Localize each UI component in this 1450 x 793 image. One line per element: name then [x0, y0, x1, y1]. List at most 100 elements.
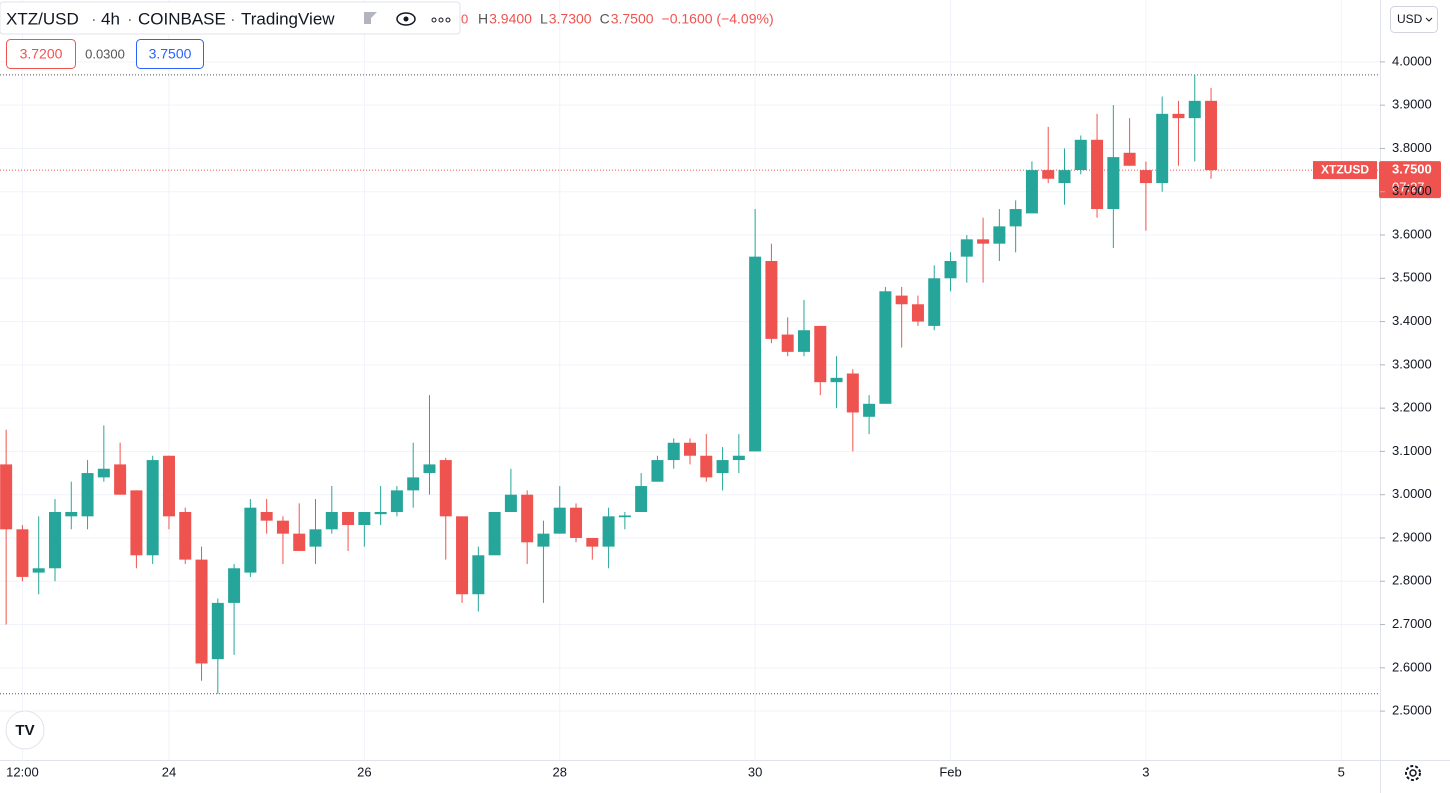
candle-body — [342, 512, 355, 525]
candle-body — [293, 533, 306, 551]
candle-body — [911, 304, 924, 322]
candle-body — [993, 226, 1006, 244]
candle-body — [358, 512, 371, 525]
bid-price[interactable]: 3.7200 — [20, 46, 63, 62]
symbol[interactable]: XTZ/USD — [6, 9, 79, 28]
y-tick-label: 3.7000 — [1392, 183, 1432, 198]
y-tick-label: 3.5000 — [1392, 270, 1432, 285]
candle-body — [765, 260, 778, 339]
price-tag-value: 3.7500 — [1392, 162, 1432, 177]
candle-body — [863, 403, 876, 417]
candle-body — [1042, 170, 1055, 179]
y-tick-label: 2.8000 — [1392, 573, 1432, 588]
currency[interactable]: USD — [1397, 12, 1423, 26]
symbol-tag-label: XTZUSD — [1321, 162, 1369, 176]
quote-value: 3.9400 — [489, 11, 532, 27]
legend-box — [0, 1, 461, 35]
candle-body — [439, 460, 452, 517]
ask-price[interactable]: 3.7500 — [149, 46, 192, 62]
x-tick-label: 24 — [162, 764, 176, 779]
candle-body — [0, 464, 13, 530]
candle-body — [879, 291, 892, 404]
candle-body — [32, 568, 45, 573]
quote-change: −0.1600 (−4.09%) — [662, 11, 774, 27]
candle-body — [684, 442, 696, 456]
quote-label: L — [540, 11, 548, 27]
sell-button[interactable] — [6, 39, 76, 69]
candle-body — [1107, 157, 1120, 210]
candle-body — [195, 559, 208, 664]
candle-body — [553, 507, 566, 534]
more-icon[interactable] — [431, 17, 451, 23]
candle-body — [1188, 100, 1201, 119]
candle-body — [488, 512, 501, 556]
candle-body — [781, 334, 794, 352]
currency-button[interactable] — [1390, 6, 1438, 33]
candle-body — [537, 533, 550, 547]
x-tick-label: Feb — [939, 764, 961, 779]
candle-body — [797, 330, 810, 352]
logo-text: TV — [15, 722, 34, 739]
candle-body — [635, 486, 648, 513]
candle-body — [895, 295, 908, 305]
eye-icon[interactable] — [396, 12, 416, 26]
flag-icon[interactable] — [364, 12, 377, 24]
candle-body — [732, 455, 745, 461]
y-tick-label: 3.4000 — [1392, 313, 1432, 328]
candle-body — [700, 455, 713, 478]
candle-body — [830, 377, 843, 383]
candle-body — [716, 460, 729, 474]
candle-body — [456, 516, 469, 595]
exchange: COINBASE — [138, 9, 226, 28]
y-tick-label: 3.1000 — [1392, 443, 1432, 458]
x-tick-label: 12:00 — [6, 764, 39, 779]
y-tick-label: 3.9000 — [1392, 97, 1432, 112]
candle-body — [325, 512, 338, 530]
candle-body — [814, 325, 827, 383]
candle-body — [423, 464, 436, 474]
candle-body — [618, 515, 631, 518]
buy-button[interactable] — [136, 39, 204, 69]
settings-icon[interactable] — [1405, 765, 1421, 781]
y-tick-label: 2.5000 — [1392, 703, 1432, 718]
candle-body — [570, 507, 583, 538]
candle-body — [130, 490, 143, 556]
candle-body — [16, 529, 29, 577]
source: TradingView — [241, 9, 335, 28]
spread: 0.0300 — [85, 46, 125, 61]
candle-body — [1009, 209, 1022, 227]
candle-body — [179, 512, 192, 560]
candle-body — [1172, 113, 1185, 119]
candle-body — [1058, 170, 1071, 184]
candle-body — [928, 278, 941, 326]
candle-body — [48, 512, 61, 569]
candle-body — [276, 520, 289, 534]
quote-label: C — [600, 11, 610, 27]
candle-body — [602, 516, 615, 547]
candle-body — [749, 256, 762, 452]
quote-label: H — [478, 11, 488, 27]
x-tick-label: 28 — [553, 764, 567, 779]
tradingview-logo[interactable]: TV — [5, 710, 45, 750]
candle-body — [1025, 170, 1038, 214]
y-tick-label: 2.7000 — [1392, 616, 1432, 631]
candle-body — [244, 507, 257, 573]
x-tick-label: 30 — [748, 764, 762, 779]
separator: · — [230, 9, 236, 28]
separator: · — [127, 9, 133, 28]
separator: · — [91, 9, 97, 28]
candle-body — [260, 512, 273, 521]
candle-body — [97, 468, 110, 478]
candle-body — [1156, 113, 1169, 184]
interval: 4h — [101, 9, 120, 28]
candle-body — [1091, 139, 1104, 210]
candle-body — [81, 473, 94, 517]
y-tick-label: 3.2000 — [1392, 400, 1432, 415]
candle-body — [1205, 100, 1218, 171]
x-tick-label: 5 — [1338, 764, 1345, 779]
candle-body — [1123, 152, 1136, 166]
candle-body — [390, 490, 403, 513]
y-tick-label: 2.6000 — [1392, 659, 1432, 674]
candle-body — [977, 239, 990, 244]
